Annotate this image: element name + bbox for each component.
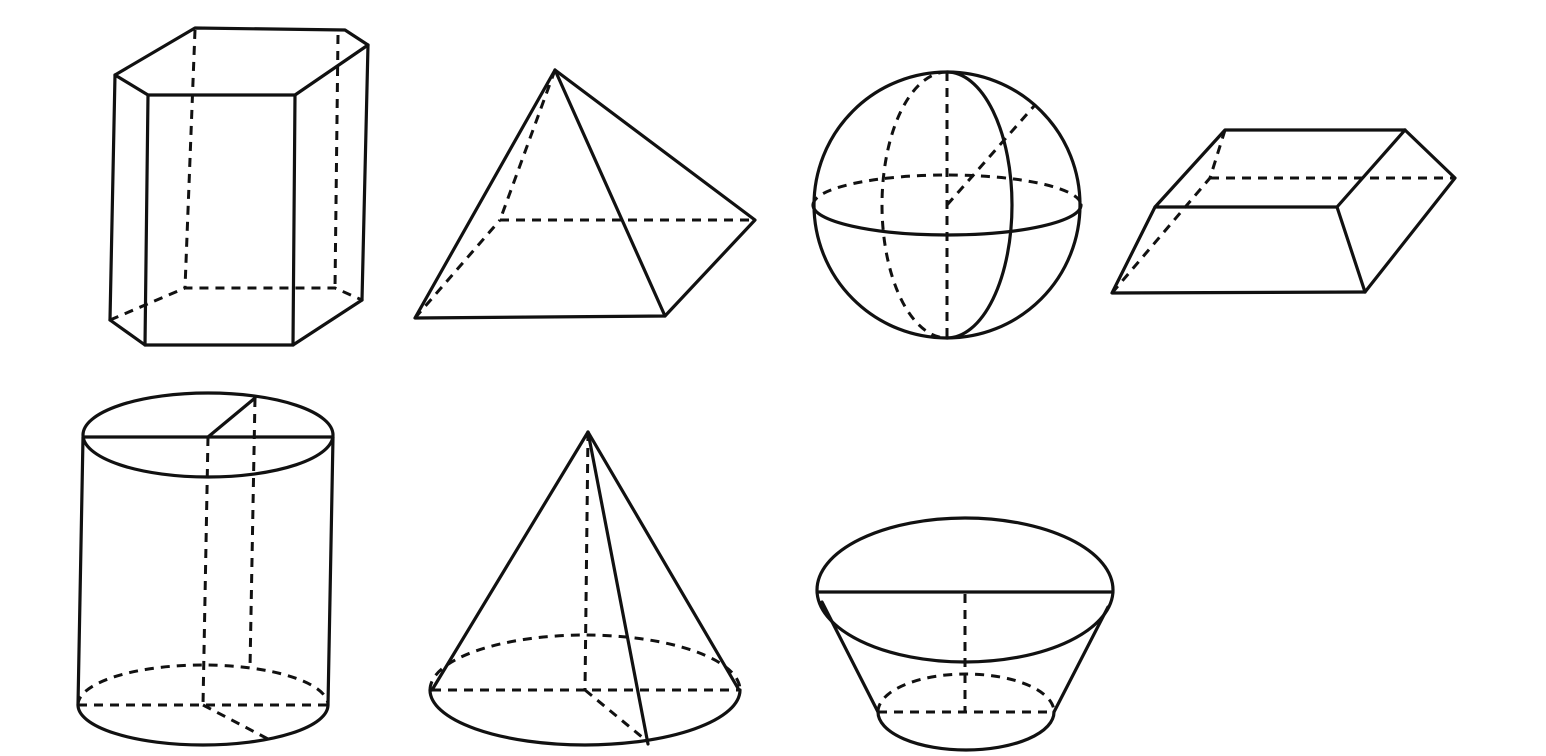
- parallelepiped: [1110, 128, 1457, 295]
- cylinder: [76, 391, 335, 747]
- hexagonal-prism: [108, 26, 370, 347]
- sphere: [811, 70, 1083, 340]
- frustum: [815, 516, 1115, 752]
- pyramid: [413, 68, 757, 320]
- cone: [428, 430, 742, 747]
